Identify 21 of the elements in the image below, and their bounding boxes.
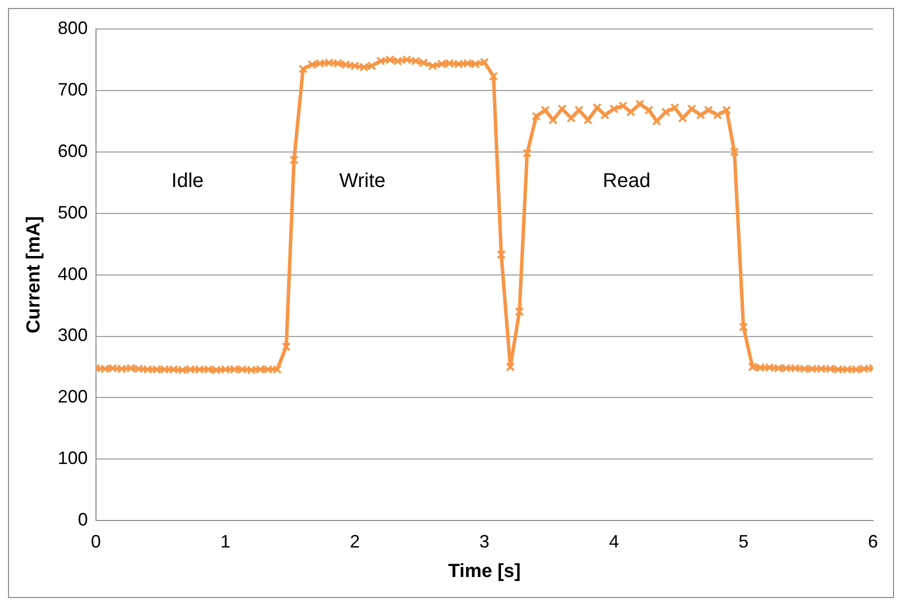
y-tick-label: 700: [58, 79, 88, 100]
annotation: Write: [339, 170, 386, 192]
annotation: Read: [602, 170, 651, 192]
x-tick-label: 1: [220, 531, 230, 552]
x-tick-label: 5: [738, 531, 748, 552]
y-tick-label: 0: [78, 510, 88, 530]
x-tick-label: 3: [479, 531, 490, 552]
x-axis-title: Time [s]: [448, 560, 521, 582]
y-tick-label: 400: [58, 264, 88, 284]
y-axis-title: Current [mA]: [24, 216, 45, 334]
x-tick-label: 0: [90, 531, 101, 552]
y-tick-label: 500: [58, 202, 88, 222]
x-tick-label: 6: [868, 531, 878, 552]
y-tick-label: 800: [58, 18, 88, 38]
y-tick-label: 100: [58, 448, 88, 468]
x-tick-label: 2: [350, 531, 360, 552]
y-tick-label: 200: [58, 386, 88, 407]
x-tick-label: 4: [608, 531, 619, 552]
y-tick-label: 300: [58, 325, 88, 346]
annotation: Idle: [171, 170, 204, 192]
y-tick-label: 600: [58, 140, 88, 161]
